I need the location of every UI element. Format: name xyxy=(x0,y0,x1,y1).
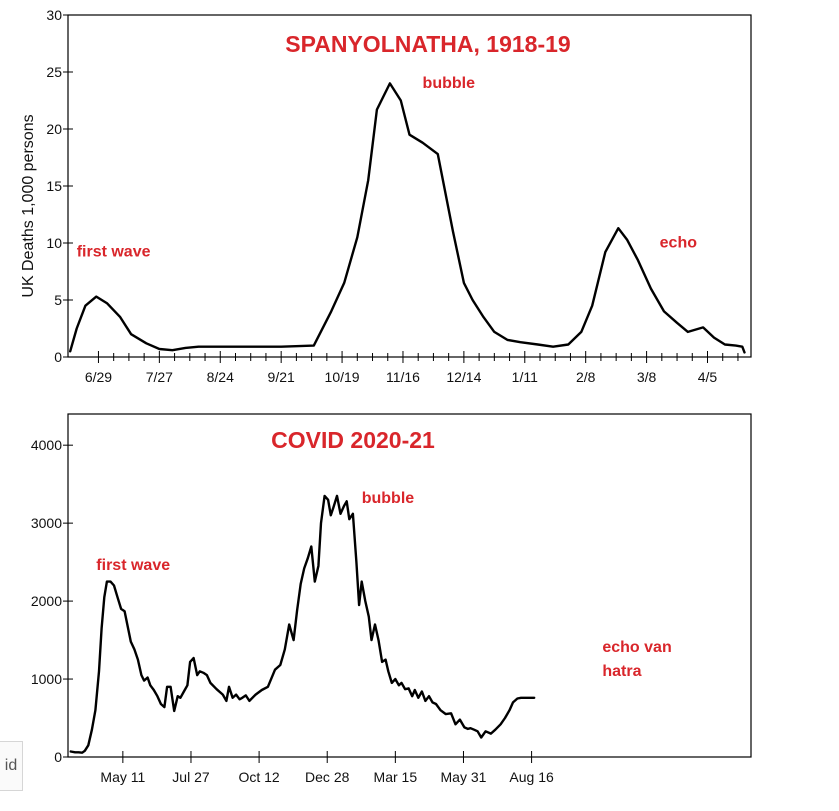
top-annotation-0: first wave xyxy=(77,244,151,261)
top-xtick-label-2: 8/24 xyxy=(207,369,234,385)
top-ytick-label-5: 5 xyxy=(54,292,62,308)
top-xtick-label-8: 2/8 xyxy=(576,369,596,385)
top-ytick-label-0: 0 xyxy=(54,349,62,365)
bottom-xtick-label-2: Oct 12 xyxy=(238,769,279,785)
bottom-plot-frame xyxy=(67,413,752,758)
bottom-annotation-3: hatra xyxy=(602,663,641,680)
top-ytick-label-20: 20 xyxy=(46,121,62,137)
top-xtick-label-4: 10/19 xyxy=(325,369,360,385)
bottom-ytick-label-3000: 3000 xyxy=(31,515,62,531)
top-xtick-label-0: 6/29 xyxy=(85,369,112,385)
top-chart-title: SPANYOLNATHA, 1918-19 xyxy=(285,31,570,57)
bottom-annotation-2: echo van xyxy=(602,639,671,656)
bottom-xtick-label-0: May 11 xyxy=(100,769,145,785)
bottom-ytick-label-4000: 4000 xyxy=(31,437,62,453)
bottom-ytick-label-2000: 2000 xyxy=(31,593,62,609)
top-xtick-label-3: 9/21 xyxy=(268,369,295,385)
top-xtick-label-5: 11/16 xyxy=(386,369,420,385)
top-ylabel: UK Deaths 1,000 persons xyxy=(20,114,37,297)
bottom-annotation-0: first wave xyxy=(96,557,170,574)
bottom-xtick-label-3: Dec 28 xyxy=(305,769,350,785)
top-xtick-label-6: 12/14 xyxy=(446,369,481,385)
top-xtick-label-10: 4/5 xyxy=(698,369,718,385)
top-annotation-2: echo xyxy=(660,235,698,252)
top-xtick-label-9: 3/8 xyxy=(637,369,657,385)
top-ytick-label-10: 10 xyxy=(46,235,62,251)
bottom-ytick-label-0: 0 xyxy=(54,749,62,765)
bottom-chart-title: COVID 2020-21 xyxy=(271,427,435,453)
top-ytick-label-25: 25 xyxy=(46,64,62,80)
bottom-xtick-label-6: Aug 16 xyxy=(509,769,554,785)
bottom-xtick-label-4: Mar 15 xyxy=(374,769,418,785)
corner-tag: id xyxy=(0,741,23,791)
top-plot-frame xyxy=(67,14,752,358)
bottom-annotation-1: bubble xyxy=(362,490,415,507)
bottom-ytick-label-1000: 1000 xyxy=(31,671,62,687)
top-ytick-label-15: 15 xyxy=(46,178,62,194)
top-ytick-label-30: 30 xyxy=(46,7,62,23)
bottom-series-line xyxy=(69,494,536,754)
bottom-xtick-label-5: May 31 xyxy=(441,769,487,785)
top-xtick-label-7: 1/11 xyxy=(512,369,538,385)
bottom-xtick-label-1: Jul 27 xyxy=(172,769,210,785)
top-annotation-1: bubble xyxy=(423,75,476,92)
top-series-line xyxy=(68,82,746,354)
top-xtick-label-1: 7/27 xyxy=(146,369,173,385)
